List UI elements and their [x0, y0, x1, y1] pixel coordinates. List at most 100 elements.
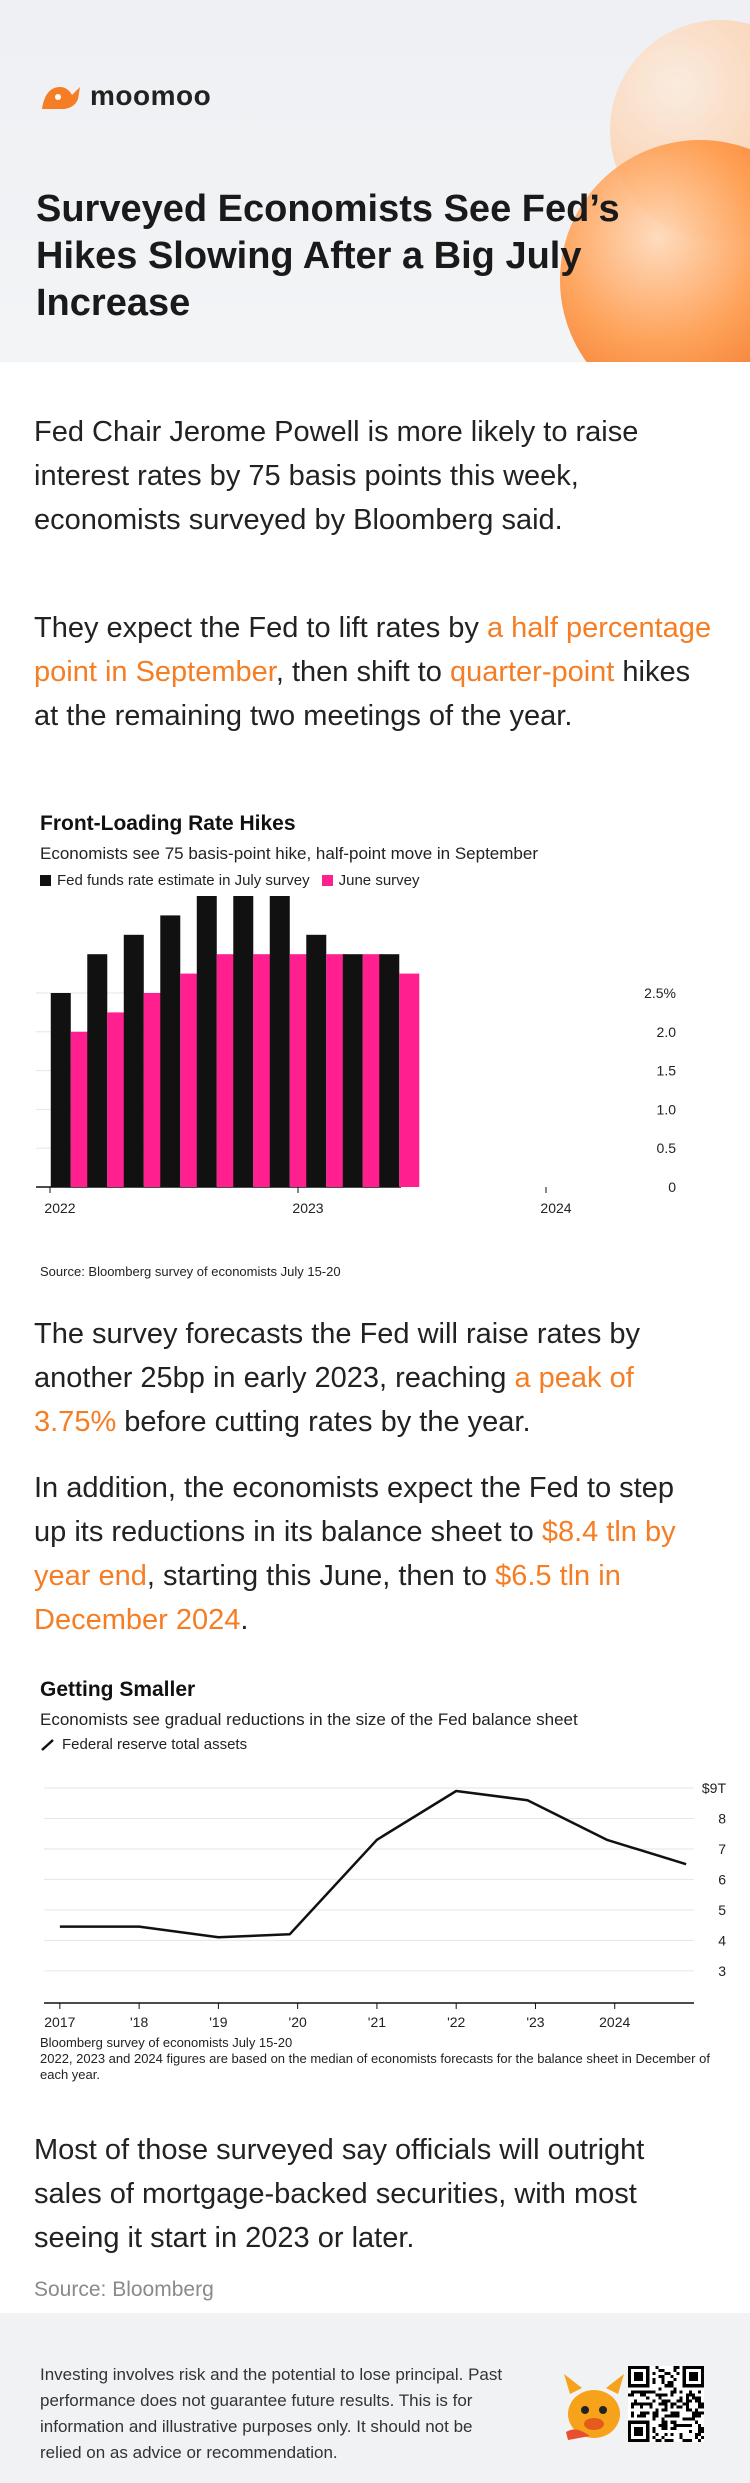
qr-module — [658, 2438, 662, 2442]
qr-module — [676, 2423, 680, 2427]
qr-module — [667, 2372, 671, 2376]
qr-module — [685, 2405, 689, 2409]
chart1-bar — [233, 896, 254, 1187]
chart2-y-tick-label: 3 — [718, 1963, 726, 1979]
qr-module — [652, 2414, 656, 2418]
qr-module — [679, 2405, 683, 2409]
chart2-title: Getting Smaller — [40, 1678, 196, 1701]
qr-module — [631, 2405, 635, 2409]
qr-module — [658, 2423, 662, 2427]
article-source: Source: Bloomberg — [34, 2278, 214, 2301]
qr-code[interactable] — [628, 2366, 704, 2442]
qr-module — [634, 2390, 638, 2394]
qr-module — [673, 2369, 677, 2373]
qr-module — [640, 2411, 644, 2415]
qr-module — [661, 2426, 665, 2430]
qr-module — [694, 2414, 698, 2418]
qr-module — [688, 2438, 692, 2442]
qr-module — [664, 2372, 668, 2376]
moomoo-logo: moomoo — [40, 80, 211, 112]
highlight-half-point: a half percentage point in September — [34, 612, 712, 688]
qr-module — [655, 2414, 659, 2418]
chart1-y-tick-label: 0 — [668, 1179, 676, 1195]
qr-module — [637, 2414, 641, 2418]
qr-module — [646, 2396, 650, 2400]
qr-module — [691, 2414, 695, 2418]
qr-finder — [634, 2372, 644, 2382]
chart1-bar — [269, 896, 290, 1187]
chart1-plot: 0 0.5 1.0 1.5 2.0 2.5% 2022 2023 2024 — [36, 896, 677, 1216]
qr-module — [670, 2390, 674, 2394]
qr-module — [676, 2414, 680, 2418]
chart1-bar — [180, 973, 201, 1187]
qr-module — [685, 2438, 689, 2442]
qr-module — [697, 2396, 701, 2400]
qr-module — [652, 2411, 656, 2415]
qr-module — [664, 2414, 668, 2418]
qr-module — [700, 2405, 704, 2409]
qr-module — [694, 2435, 698, 2439]
chart1-subtitle: Economists see 75 basis-point hike, half… — [40, 844, 538, 863]
qr-module — [685, 2396, 689, 2400]
chart2-x-tick-label: 2017 — [44, 2014, 75, 2028]
qr-module — [685, 2402, 689, 2406]
qr-module — [697, 2405, 701, 2409]
qr-module — [673, 2426, 677, 2430]
risk-disclaimer: Investing involves risk and the potentia… — [40, 2365, 503, 2462]
chart2-y-tick-label: 7 — [718, 1841, 726, 1857]
chart2-legend: Federal reserve total assets — [40, 1736, 247, 1753]
qr-module — [688, 2417, 692, 2421]
qr-module — [655, 2408, 659, 2412]
qr-module — [673, 2390, 677, 2394]
highlight-peak: a peak of 3.75% — [34, 1362, 634, 1438]
highlight-quarter-point: quarter-point — [449, 656, 615, 688]
chart1-bar — [143, 993, 164, 1187]
chart1-y-tick-label: 2.0 — [657, 1024, 677, 1040]
chart1-bar — [399, 973, 420, 1187]
qr-module — [670, 2432, 674, 2436]
paragraph-mbs: Most of those surveyed say officials wil… — [34, 2134, 645, 2254]
chart1-bar — [253, 954, 274, 1187]
qr-module — [682, 2423, 686, 2427]
qr-module — [655, 2411, 659, 2415]
qr-module — [664, 2402, 668, 2406]
chart1-bar — [379, 954, 400, 1187]
chart2-x-tick-label: '19 — [209, 2014, 227, 2028]
chart2-y-tick-label: 6 — [718, 1871, 726, 1887]
qr-module — [691, 2417, 695, 2421]
chart1-x-tick-label: 2023 — [292, 1200, 323, 1216]
highlight-6-5-tln: $6.5 tln in December 2024 — [34, 1560, 621, 1636]
qr-module — [652, 2372, 656, 2376]
qr-module — [670, 2411, 674, 2415]
qr-module — [661, 2402, 665, 2406]
qr-module — [691, 2411, 695, 2415]
qr-module — [631, 2390, 635, 2394]
qr-module — [643, 2414, 647, 2418]
qr-module — [673, 2414, 677, 2418]
chart2-source-text: Bloomberg survey of economists July 15-2… — [40, 2035, 293, 2050]
legend-label-assets: Federal reserve total assets — [62, 1736, 248, 1753]
qr-module — [658, 2396, 662, 2400]
qr-module — [631, 2393, 635, 2397]
qr-module — [646, 2402, 650, 2406]
qr-module — [631, 2411, 635, 2415]
qr-module — [664, 2399, 668, 2403]
qr-module — [697, 2402, 701, 2406]
qr-module — [655, 2438, 659, 2442]
chart1-bar — [342, 954, 363, 1187]
qr-module — [670, 2426, 674, 2430]
footer — [0, 2313, 750, 2483]
qr-module — [646, 2411, 650, 2415]
qr-module — [640, 2402, 644, 2406]
qr-module — [688, 2390, 692, 2394]
chart1-bar — [50, 993, 71, 1187]
qr-module — [655, 2366, 659, 2370]
qr-finder — [634, 2426, 644, 2436]
page-title: Surveyed Economists See Fed’s Hikes Slow… — [36, 188, 620, 324]
qr-module — [685, 2417, 689, 2421]
qr-module — [640, 2390, 644, 2394]
qr-module — [655, 2393, 659, 2397]
chart2-y-tick-label: 4 — [718, 1932, 726, 1948]
chart2-x-tick-label: '18 — [130, 2014, 148, 2028]
qr-module — [697, 2414, 701, 2418]
